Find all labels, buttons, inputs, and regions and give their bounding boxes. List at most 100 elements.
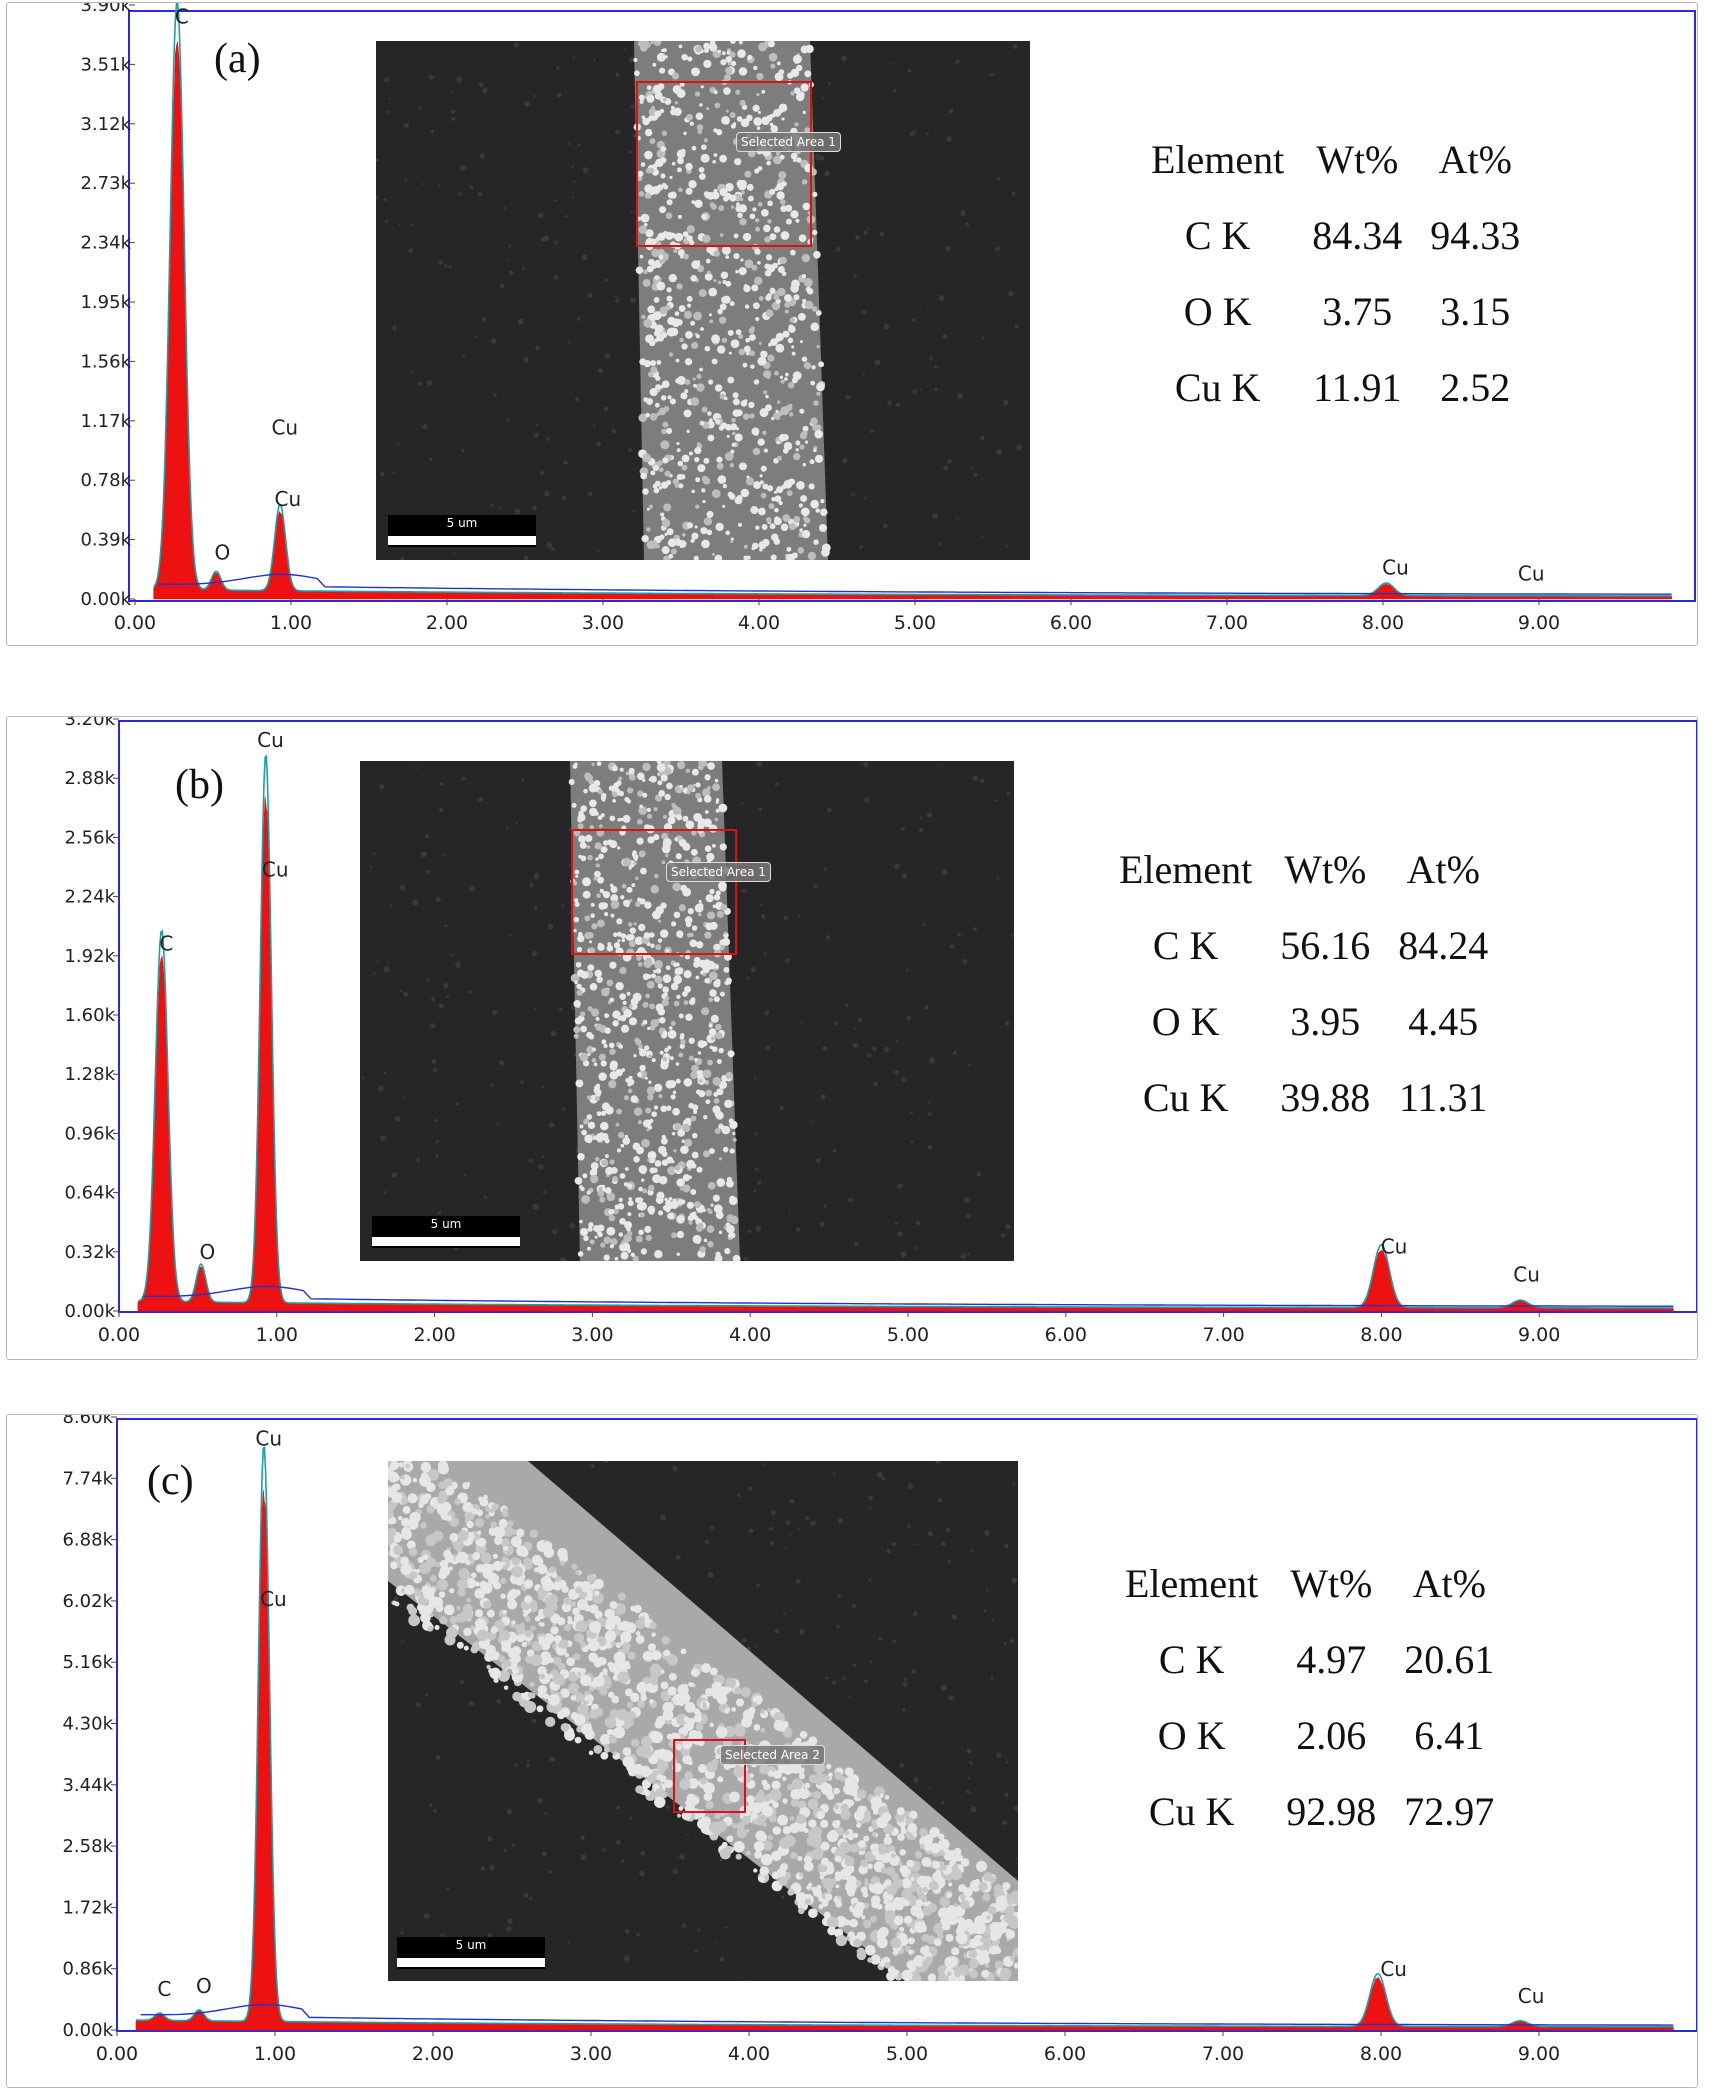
scale-bar-label-b: 5 um [430,1217,462,1231]
sem-noise [520,1080,524,1085]
particle [580,1186,585,1192]
particle [557,1547,568,1559]
particle [615,1642,622,1648]
sem-noise [853,1663,857,1667]
particle [679,1033,685,1038]
particle [758,1875,765,1883]
particle [609,815,616,822]
sem-noise [544,1811,548,1816]
particle [927,1903,937,1913]
particle [802,110,806,115]
y-tick-label-c: 4.30k [62,1714,113,1735]
particle [626,1710,637,1720]
particle [663,1649,671,1657]
particle [388,1471,399,1483]
particle [732,392,739,399]
particle [620,895,625,900]
particle [658,1145,667,1155]
particle [816,391,821,396]
particle [418,1502,424,1509]
particle [813,539,819,545]
particle [674,484,679,488]
particle [609,1060,618,1069]
particle [697,1222,704,1229]
particle [702,234,711,244]
particle [913,1872,920,1879]
particle [676,1252,680,1256]
particle [660,774,668,782]
particle [610,1238,618,1246]
particle [596,761,602,767]
particle [857,1789,867,1799]
particle [662,986,669,993]
particle [799,1872,804,1877]
particle [681,53,688,61]
particle [903,1900,910,1907]
particle [745,337,750,343]
particle [603,1254,610,1261]
particle [761,89,766,94]
particle [707,270,711,275]
x-tick-label-b: 2.00 [413,1324,455,1346]
particle [803,1855,812,1864]
particle [628,940,636,948]
particle [434,1561,441,1568]
sem-noise [897,1231,903,1237]
particle [907,1822,918,1834]
sem-noise [821,97,824,100]
particle [663,503,672,512]
particle [799,444,805,450]
sem-noise [761,1463,764,1466]
particle [691,489,695,494]
particle [649,138,656,145]
particle [670,1094,676,1100]
particle [862,1919,872,1929]
particle [642,1001,649,1008]
particle [700,527,708,535]
sem-noise [957,932,961,937]
sem-noise [629,57,635,63]
x-tick-label-c: 3.00 [570,2043,612,2065]
table-header-cell: At% [1406,846,1480,892]
sem-noise [753,1190,757,1193]
particle [676,994,681,999]
particle [618,1197,623,1203]
particle [797,547,805,554]
particle [680,392,688,400]
particle [606,1192,616,1201]
particle [776,61,781,66]
particle [645,1234,652,1242]
x-tick-label-b: 4.00 [729,1324,771,1346]
sem-noise [903,1677,907,1682]
sem-noise [672,1868,679,1875]
particle [711,1681,722,1692]
sem-noise [823,867,827,871]
sem-noise [373,972,376,975]
particle [796,64,803,72]
sem-noise [665,1805,670,1810]
sem-noise [697,1928,701,1932]
particle [667,538,677,548]
x-tick-label-c: 0.00 [96,2043,138,2065]
particle [968,1958,979,1969]
particle [681,464,688,471]
particle [677,214,682,219]
eds-panel-b: 0.00k 0.32k 0.64k 0.96k 1.28k 1.60k 1.92k 2.24k… [6,716,1698,1360]
sem-noise [941,1801,945,1805]
particle [681,1810,692,1821]
particle [694,1057,698,1062]
particle [794,122,799,127]
particle [661,1636,670,1645]
particle [615,981,624,991]
particle [940,1917,947,1925]
particle [743,345,751,353]
particle [766,114,773,122]
particle [656,241,662,247]
particle [552,1656,562,1666]
sem-noise [800,1021,803,1024]
sem-noise [741,802,744,805]
sem-noise [451,116,456,121]
sem-noise [393,1596,399,1602]
particle [580,1668,587,1674]
particle [703,517,713,526]
